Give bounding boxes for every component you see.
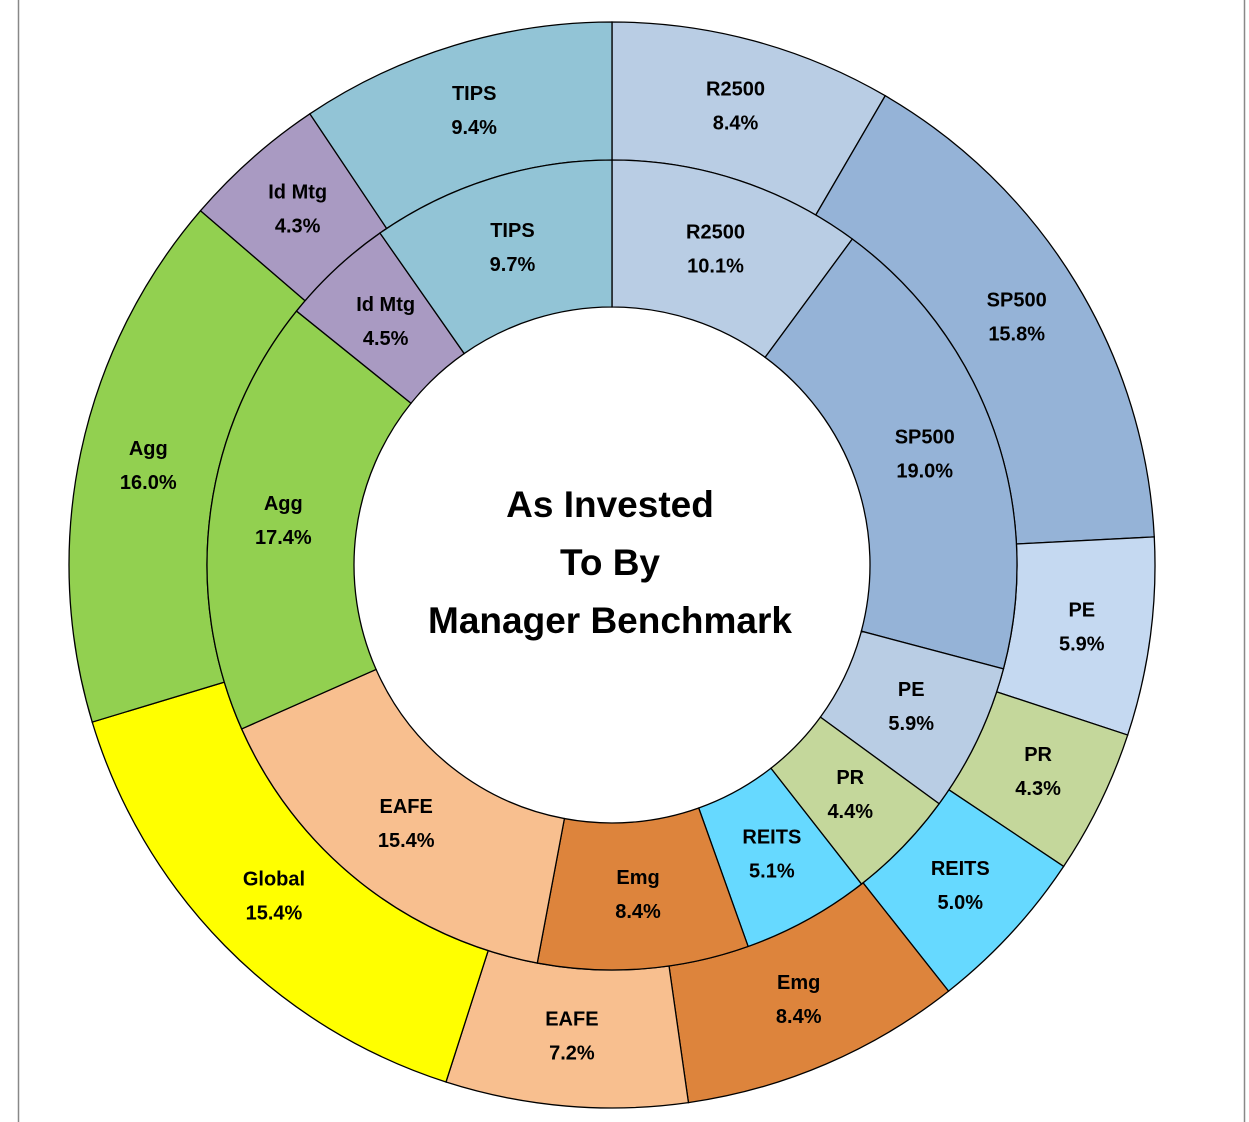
- slice-category: REITS: [742, 827, 801, 849]
- slice-value-label: 5.1%: [749, 861, 795, 883]
- slice-value-label: 4.5%: [363, 328, 409, 350]
- slice-value-label: 15.4%: [378, 830, 435, 852]
- slice-value-label: 8.4%: [615, 901, 661, 923]
- slice-category: R2500: [706, 79, 765, 101]
- chart-title: As Invested: [506, 484, 714, 525]
- slice-value-label: 5.9%: [888, 713, 934, 735]
- slice-category: TIPS: [452, 83, 496, 105]
- slice-value-label: 4.3%: [1015, 778, 1061, 800]
- slice-value-label: 16.0%: [120, 472, 177, 494]
- slice-value-label: 5.0%: [938, 892, 984, 914]
- slice-category: EAFE: [380, 796, 433, 818]
- donut-slice: [764, 238, 1018, 670]
- slice-category: PE: [898, 679, 925, 701]
- slice-category: EAFE: [545, 1009, 598, 1031]
- slice-value-label: 15.8%: [988, 323, 1045, 345]
- slice-category: PE: [1068, 599, 1095, 621]
- slice-category: Id Mtg: [356, 294, 415, 316]
- slice-category: Global: [243, 869, 305, 891]
- slice-value-label: 15.4%: [246, 903, 303, 925]
- slice-value-label: 9.7%: [490, 254, 536, 276]
- donut-slice: [379, 159, 613, 355]
- slice-category: SP500: [987, 289, 1047, 311]
- slice-value-label: 17.4%: [255, 527, 312, 549]
- chart-title: Manager Benchmark: [428, 600, 792, 641]
- slice-category: Agg: [264, 493, 303, 515]
- slice-category: SP500: [895, 426, 955, 448]
- slice-value-label: 19.0%: [896, 460, 953, 482]
- slice-value-label: 9.4%: [451, 117, 497, 139]
- slice-category: PR: [1024, 744, 1052, 766]
- slice-category: Emg: [777, 972, 820, 994]
- slice-value-label: 8.4%: [713, 113, 759, 135]
- slice-category: Id Mtg: [268, 181, 327, 203]
- slice-value-label: 4.3%: [275, 215, 321, 237]
- slice-category: REITS: [931, 858, 990, 880]
- slice-value-label: 8.4%: [776, 1006, 822, 1028]
- donut-slice: [240, 668, 566, 964]
- slice-category: PR: [836, 767, 864, 789]
- slice-category: R2500: [686, 221, 745, 243]
- slice-value-label: 5.9%: [1059, 633, 1105, 655]
- slice-value-label: 10.1%: [687, 255, 744, 277]
- chart-title: To By: [560, 542, 660, 583]
- slice-category: TIPS: [490, 220, 534, 242]
- slice-value-label: 7.2%: [549, 1043, 595, 1065]
- slice-category: Emg: [616, 867, 659, 889]
- donut-slice: [206, 310, 412, 730]
- slice-value-label: 4.4%: [827, 801, 873, 823]
- slice-category: Agg: [129, 438, 168, 460]
- frame: [17, 0, 1246, 1122]
